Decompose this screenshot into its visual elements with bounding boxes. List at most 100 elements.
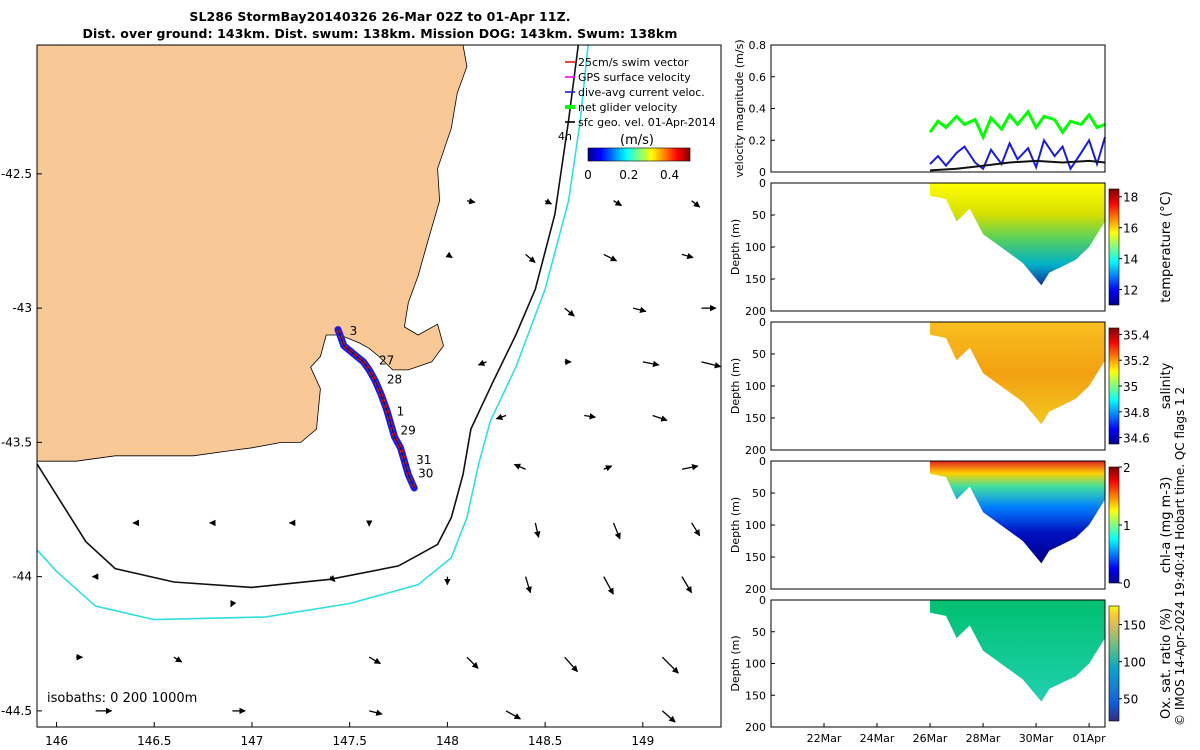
colorbar-tick-label: 150 [1123,619,1146,633]
y-tick-label: 50 [752,487,766,500]
colorbar-tick-label: 2 [1123,461,1131,475]
y-tick-label: 150 [745,551,766,564]
velocity-vector [564,656,578,673]
velocity-vector [173,656,183,663]
map-y-tick-label: -42.5 [1,167,32,181]
figure-title-line-1: SL286 StormBay20140326 26-Mar 02Z to 01-… [189,9,571,24]
day-label: 29 [400,423,415,437]
velocity-vector [603,576,614,595]
colorbar-tick-label: 0 [584,168,592,182]
velocity-vector [681,252,694,260]
legend-item-label: GPS surface velocity [578,71,691,84]
y-tick-label: 150 [745,412,766,425]
map-x-tick-label: 149 [631,734,654,748]
velocity-vector [681,576,693,594]
panel-salinity: 0 50 100 150 200 Depth (m) 34.6 34.8 35 35.2 35.4 s… [729,316,1174,457]
colorbar-tick-label: 50 [1123,693,1138,707]
velocity-vector [652,414,668,422]
panel-oxygen: 0 50 100 150 200 Depth (m) 50 100 150 Ox. sat. ra… [729,594,1174,745]
map-x-ticks: 146 146.5 147 147.5 148 148.5 149 [45,722,654,748]
panel-temperature: 0 50 100 150 200 Depth (m) 12 14 16 18 temperature… [729,177,1174,318]
isobaths-label: isobaths: 0 200 1000m [47,691,197,706]
velocity-plot-area [771,45,1105,172]
velocity-vector [524,576,532,594]
velocity-vector [632,306,647,314]
velocity-vector [603,465,613,472]
land-mass [36,44,468,462]
y-axis-label: Depth (m) [729,497,742,553]
colorbar-unit-label: (m/s) [620,133,654,148]
velocity-series-0 [928,108,1106,141]
section-temperature [930,183,1105,286]
velocity-series-1 [929,136,1106,172]
legend-item-label: dive-avg current veloc. [578,86,705,99]
y-tick-label: 0 [759,177,766,190]
y-tick-label: 0.2 [749,134,767,147]
velocity-vector [603,253,618,262]
map-y-tick-label: -43 [12,301,32,315]
x-tick-label: 24Mar [860,732,895,745]
y-tick-label: 50 [752,348,766,361]
velocity-vector [230,600,237,608]
colorbar-tick-label: 1 [1123,519,1131,533]
colorbar-tick-label: 100 [1123,656,1146,670]
colorbar-tick-label: 35.2 [1123,354,1150,368]
map-x-tick-label: 147.5 [333,734,367,748]
isobath-1000m [36,44,589,621]
velocity-vector [564,307,575,317]
colorbar-oxygen [1108,605,1120,722]
velocity-vector [495,413,507,420]
y-tick-label: 150 [745,273,766,286]
y-tick-label: 200 [745,583,766,596]
map-y-tick-label: -44.5 [1,704,32,718]
colorbar-tick-label: 0 [1123,577,1131,591]
velocity-vector [328,575,336,582]
velocity-vector [612,522,621,540]
day-label: 28 [387,372,402,386]
credit-text: © IMOS 14-Apr-2024 19:40:41 Hobart time.… [1173,387,1187,726]
y-tick-label: 200 [745,305,766,318]
map-x-tick-label: 148 [436,734,459,748]
colorbar-tick-label: 35 [1123,380,1138,394]
colorbar-tick-label: 34.6 [1123,432,1150,446]
x-tick-label: 01Apr [1073,732,1107,745]
velocity-vector [701,361,722,369]
colorbar-label: salinity [1159,362,1174,409]
map-y-ticks: -42.5 -43 -43.5 -44 -44.5 [1,167,42,718]
y-tick-label: 100 [745,241,766,254]
y-axis-label: Depth (m) [729,358,742,414]
day-label: 27 [379,354,394,368]
colorbar-tick-label: 0.2 [619,168,638,182]
x-tick-label: 26Mar [913,732,948,745]
map-y-tick-label: -44 [12,570,32,584]
y-tick-label: 150 [745,689,766,702]
figure-title-line-2: Dist. over ground: 143km. Dist. swum: 13… [82,26,678,41]
y-tick-label: 0 [759,594,766,607]
velocity-series-2 [929,159,1106,172]
y-axis-label: velocity magnitude (m/s) [733,39,746,177]
colorbar-temperature [1108,188,1120,306]
velocity-vector [681,463,699,471]
y-tick-label: 100 [745,658,766,671]
velocity-vector [368,656,381,665]
colorbar-chla [1108,466,1120,584]
glider-track-line [337,329,415,489]
legend-item-label: sfc geo. vel. 01-Apr-2014 [578,116,716,129]
velocity-vector [584,413,597,420]
colorbar-tick-label: 14 [1123,253,1138,267]
colorbar-label: chl-a (mg m-3) [1159,477,1174,574]
y-tick-label: 50 [752,209,766,222]
map-y-tick-label: -43.5 [1,435,32,449]
map-x-tick-label: 146 [45,734,68,748]
y-tick-label: 0.8 [749,39,767,52]
x-tick-label: 28Mar [966,732,1001,745]
y-tick-label: 100 [745,380,766,393]
map-x-tick-label: 146.5 [137,734,171,748]
velocity-vector [691,200,701,208]
colorbar-tick-label: 18 [1123,191,1138,205]
velocity-vector [369,709,383,716]
legend-time-label: 4h [558,130,572,143]
colorbar-label: temperature (°C) [1159,191,1174,303]
